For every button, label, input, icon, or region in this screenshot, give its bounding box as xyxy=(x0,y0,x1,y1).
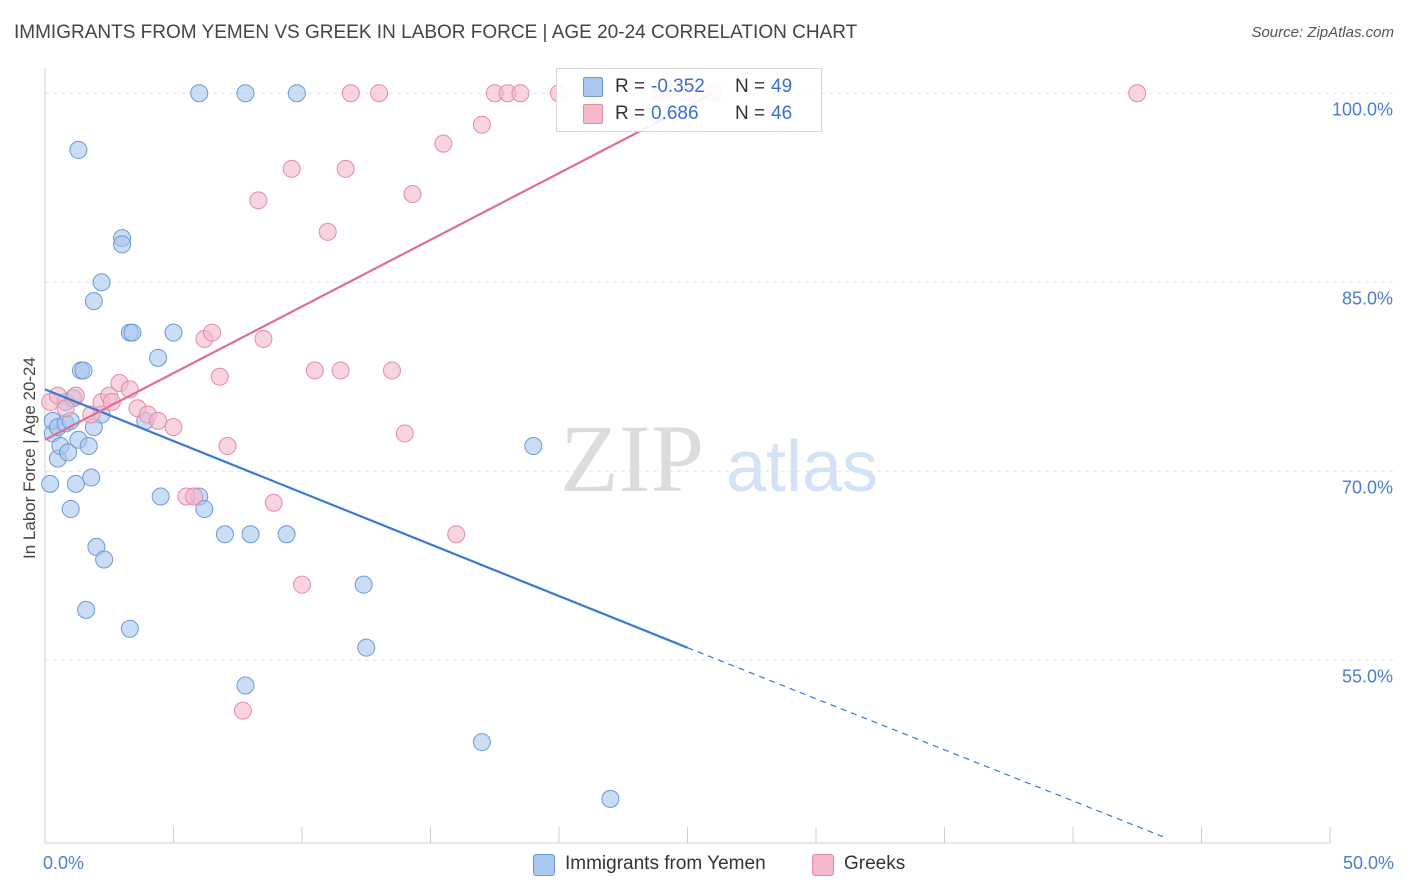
point-greeks xyxy=(164,418,183,437)
point-yemen xyxy=(82,468,101,487)
stats-swatch-yemen xyxy=(583,77,603,97)
point-greeks xyxy=(1128,84,1147,103)
point-greeks xyxy=(447,525,466,544)
point-yemen xyxy=(357,638,376,657)
point-greeks xyxy=(185,487,204,506)
point-yemen xyxy=(472,733,491,752)
y-tick-label: 100.0% xyxy=(1331,99,1393,120)
point-yemen xyxy=(59,443,78,462)
x-tick-label: 50.0% xyxy=(1342,853,1394,873)
point-yemen xyxy=(66,474,85,493)
point-greeks xyxy=(210,367,229,386)
chart-title: IMMIGRANTS FROM YEMEN VS GREEK IN LABOR … xyxy=(14,22,858,43)
point-yemen xyxy=(113,235,132,254)
stats-box: R = -0.352 N = 49 R = 0.686 N = 46 xyxy=(556,68,822,132)
n-value: 49 xyxy=(771,76,793,97)
point-greeks xyxy=(149,411,168,430)
point-yemen xyxy=(601,789,620,808)
n-value: 46 xyxy=(771,103,793,124)
point-greeks xyxy=(382,361,401,380)
trend-line-yemen xyxy=(44,388,688,649)
r-value: -0.352 xyxy=(651,76,705,97)
trend-line-yemen-extension xyxy=(687,647,1164,838)
point-yemen xyxy=(354,575,373,594)
point-yemen xyxy=(524,437,543,456)
point-yemen xyxy=(236,676,255,695)
point-greeks xyxy=(56,399,75,418)
point-greeks xyxy=(472,115,491,134)
point-yemen xyxy=(190,84,209,103)
legend: Immigrants from Yemen Greeks xyxy=(0,852,1406,878)
point-yemen xyxy=(236,84,255,103)
y-tick-label: 85.0% xyxy=(1341,288,1393,309)
axes xyxy=(44,68,1331,844)
trend-line-greeks xyxy=(44,92,714,441)
data-points xyxy=(41,84,1147,808)
point-greeks xyxy=(264,493,283,512)
stats-swatch-greeks xyxy=(583,104,603,124)
point-yemen xyxy=(215,525,234,544)
point-yemen xyxy=(164,323,183,342)
point-greeks xyxy=(403,185,422,204)
point-greeks xyxy=(203,323,222,342)
r-value: 0.686 xyxy=(651,103,699,124)
y-tick-label: 70.0% xyxy=(1341,477,1393,498)
n-label: N = xyxy=(735,103,766,124)
point-greeks xyxy=(249,191,268,210)
legend-label-greeks: Greeks xyxy=(844,853,906,874)
trend-lines xyxy=(44,92,1164,838)
watermark: ZIP atlas xyxy=(560,405,878,512)
watermark-atlas: atlas xyxy=(726,427,878,507)
y-tick-label: 55.0% xyxy=(1341,666,1393,687)
point-yemen xyxy=(277,525,296,544)
point-greeks xyxy=(305,361,324,380)
point-yemen xyxy=(79,437,98,456)
legend-label-yemen: Immigrants from Yemen xyxy=(565,853,766,874)
n-label: N = xyxy=(735,76,766,97)
point-yemen xyxy=(69,140,88,159)
point-greeks xyxy=(318,222,337,241)
source-label: Source: ZipAtlas.com xyxy=(1251,24,1394,41)
point-yemen xyxy=(95,550,114,569)
point-greeks xyxy=(331,361,350,380)
point-greeks xyxy=(218,437,237,456)
point-greeks xyxy=(254,329,273,348)
watermark-zip: ZIP xyxy=(560,405,704,512)
point-greeks xyxy=(282,159,301,178)
point-yemen xyxy=(84,292,103,311)
point-yemen xyxy=(77,600,96,619)
point-yemen xyxy=(287,84,306,103)
stats-row-greeks: R = 0.686 N = 46 xyxy=(557,100,821,126)
point-yemen xyxy=(41,474,60,493)
point-greeks xyxy=(395,424,414,443)
point-greeks xyxy=(233,701,252,720)
point-yemen xyxy=(241,525,260,544)
point-greeks xyxy=(336,159,355,178)
point-yemen xyxy=(151,487,170,506)
point-yemen xyxy=(120,619,139,638)
point-yemen xyxy=(74,361,93,380)
x-tick-label: 0.0% xyxy=(43,853,85,873)
r-label: R = xyxy=(615,103,646,124)
point-yemen xyxy=(149,348,168,367)
r-label: R = xyxy=(615,76,646,97)
point-greeks xyxy=(511,84,530,103)
point-greeks xyxy=(293,575,311,594)
point-yemen xyxy=(61,500,80,519)
point-greeks xyxy=(341,84,360,103)
point-greeks xyxy=(370,84,389,103)
point-greeks xyxy=(434,134,453,153)
legend-swatch-greeks xyxy=(812,854,834,876)
point-yemen xyxy=(123,323,142,342)
gridlines xyxy=(45,92,1394,661)
legend-swatch-yemen xyxy=(533,854,555,876)
point-yemen xyxy=(92,273,111,292)
stats-row-yemen: R = -0.352 N = 49 xyxy=(557,73,821,99)
point-yemen xyxy=(195,500,214,519)
